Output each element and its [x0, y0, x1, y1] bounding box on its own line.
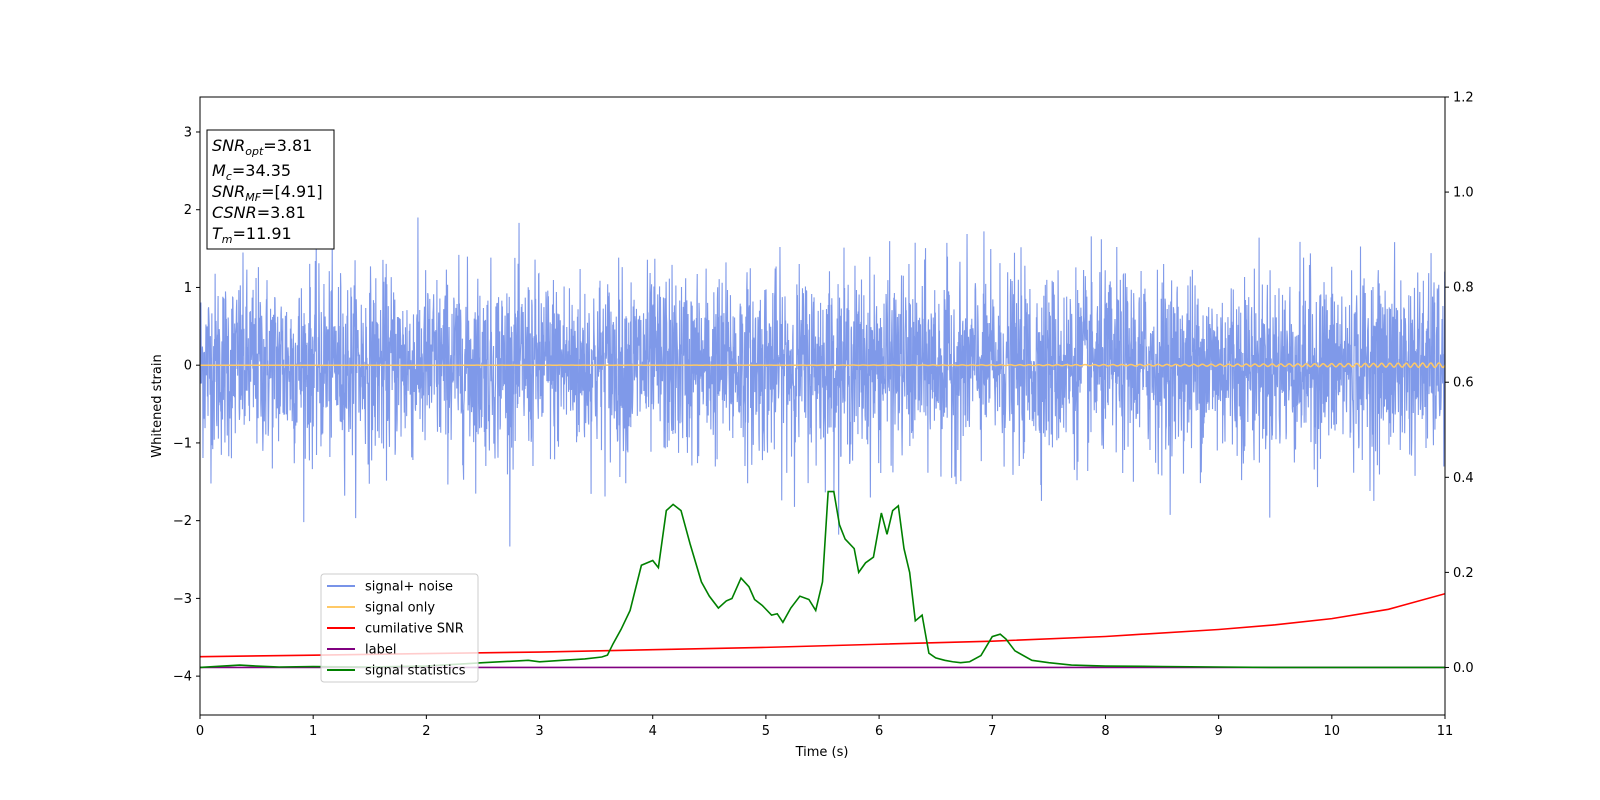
info-line: CSNR=3.81	[212, 203, 306, 222]
y2-tick-label: 1.2	[1453, 91, 1474, 106]
info-line: Mc=34.35	[212, 161, 291, 183]
legend-label: cumilative SNR	[365, 622, 464, 637]
x-tick-label: 9	[1214, 724, 1222, 739]
y-tick-label: −2	[173, 514, 192, 529]
y-axis-left: −4 −3 −2 −1 0 1 2 3	[173, 125, 200, 685]
series-signal-noise	[200, 217, 1445, 547]
x-tick-label: 7	[988, 724, 996, 739]
info-box: SNRopt=3.81 Mc=34.35SNRMF=[4.91]CSNR=3.81…	[206, 129, 335, 250]
y-tick-label: 1	[184, 281, 192, 296]
y-tick-label: 0	[184, 359, 192, 374]
y-tick-label: −4	[173, 670, 192, 685]
x-tick-label: 4	[649, 724, 657, 739]
y2-tick-label: 0.0	[1453, 661, 1474, 676]
y-axis-label: Whitened strain	[150, 354, 165, 457]
info-line: SNRMF=[4.91]	[212, 182, 323, 204]
x-tick-label: 10	[1324, 724, 1341, 739]
x-axis-label: Time (s)	[795, 745, 849, 760]
info-line: Tm=11.91	[212, 224, 292, 246]
y2-tick-label: 0.6	[1453, 376, 1474, 391]
legend: signal+ noise signal only cumilative SNR la…	[320, 573, 479, 683]
x-tick-label: 5	[762, 724, 770, 739]
y2-tick-label: 1.0	[1453, 186, 1474, 201]
x-tick-label: 0	[196, 724, 204, 739]
series-signal-only	[200, 362, 1445, 369]
legend-label: signal+ noise	[365, 580, 453, 595]
legend-label: signal only	[365, 601, 435, 616]
y-axis-right: 0.0 0.2 0.4 0.6 0.8 1.0 1.2	[1445, 91, 1474, 676]
x-axis: 0 1 2 3 4 5 6 7 8 9 10 11	[196, 715, 1453, 739]
y-tick-label: −3	[173, 592, 192, 607]
y2-tick-label: 0.4	[1453, 471, 1474, 486]
y2-tick-label: 0.8	[1453, 281, 1474, 296]
legend-label: label	[365, 643, 396, 658]
series-signal-statistics	[200, 490, 1445, 669]
x-tick-label: 2	[422, 724, 430, 739]
x-tick-label: 8	[1101, 724, 1109, 739]
x-tick-label: 1	[309, 724, 317, 739]
y-tick-label: 2	[184, 203, 192, 218]
x-tick-label: 11	[1437, 724, 1454, 739]
legend-label: signal statistics	[365, 664, 466, 679]
plot-frame	[199, 96, 1446, 716]
info-line: SNRopt=3.81	[212, 136, 312, 158]
legend-frame	[320, 573, 479, 683]
y-tick-label: −1	[173, 436, 192, 451]
x-tick-label: 3	[535, 724, 543, 739]
y2-tick-label: 0.2	[1453, 566, 1474, 581]
y-tick-label: 3	[184, 125, 192, 140]
info-box-frame	[206, 129, 335, 250]
x-tick-label: 6	[875, 724, 883, 739]
